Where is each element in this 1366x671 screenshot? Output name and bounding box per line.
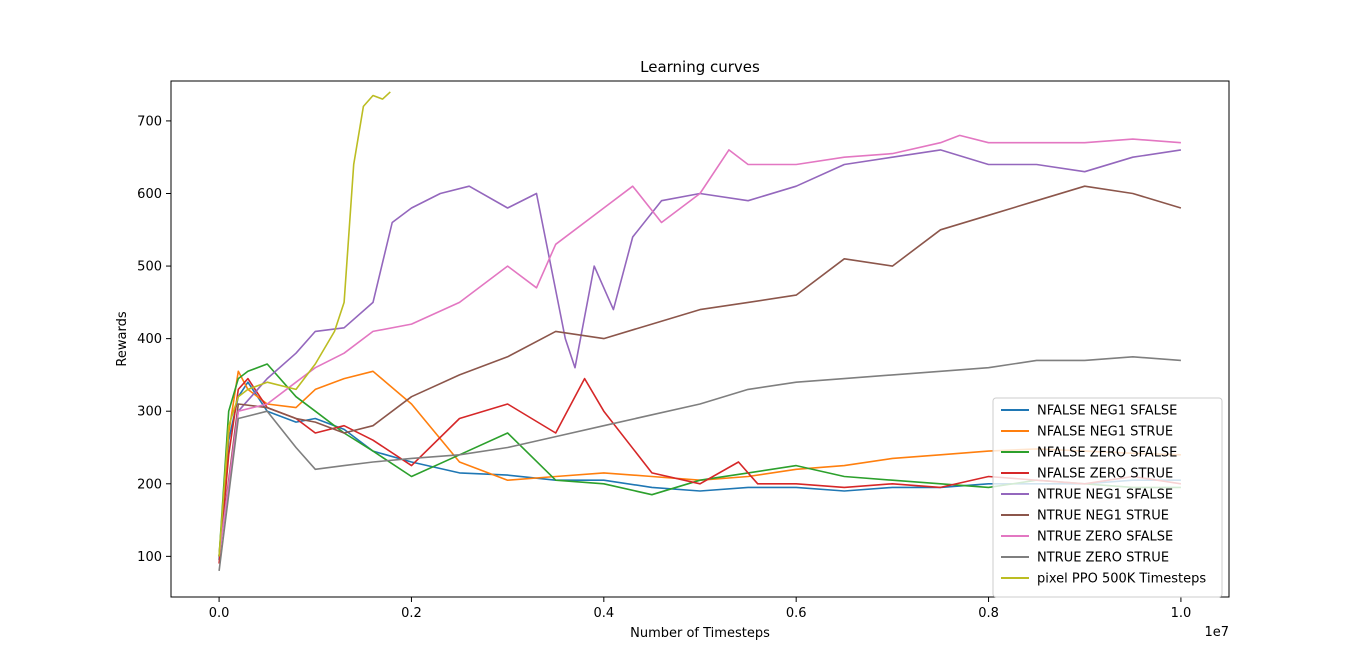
legend-entry: NFALSE ZERO STRUE <box>1037 467 1173 482</box>
x-tick-label: 0.0 <box>209 606 230 621</box>
legend-entry: NTRUE NEG1 STRUE <box>1037 509 1169 524</box>
plot-area <box>170 80 1230 598</box>
x-tick-label: 0.8 <box>978 606 999 621</box>
series-layer <box>218 91 1182 572</box>
x-tick-label: 0.2 <box>401 606 422 621</box>
legend-entry: NFALSE NEG1 SFALSE <box>1037 404 1177 419</box>
y-axis-ticks: 100 200 300 400 500 600 700 <box>137 114 171 565</box>
x-axis-ticks: 0.0 0.2 0.4 0.6 0.8 1.0 <box>209 597 1192 621</box>
legend: NFALSE NEG1 SFALSE NFALSE NEG1 STRUE NFALS… <box>992 397 1223 598</box>
legend-entry: NTRUE ZERO STRUE <box>1037 551 1169 566</box>
y-tick-label: 600 <box>137 187 162 202</box>
series-line-2 <box>218 370 1181 557</box>
legend-entry: NTRUE ZERO SFALSE <box>1037 530 1173 545</box>
y-tick-label: 400 <box>137 332 162 347</box>
y-tick-label: 300 <box>137 405 162 420</box>
x-axis-scale-label: 1e7 <box>1204 625 1229 640</box>
y-tick-label: 700 <box>137 114 162 129</box>
series-line-1 <box>218 381 1181 561</box>
y-axis-label: Rewards <box>115 311 130 366</box>
x-tick-label: 0.6 <box>786 606 807 621</box>
y-tick-label: 100 <box>137 550 162 565</box>
series-line-3 <box>218 363 1181 557</box>
y-tick-label: 200 <box>137 477 162 492</box>
legend-box <box>992 397 1223 598</box>
legend-entry: NFALSE NEG1 STRUE <box>1037 425 1173 440</box>
chart-title: Learning curves <box>640 58 760 76</box>
y-tick-label: 500 <box>137 260 162 275</box>
x-axis-label: Number of Timesteps <box>630 626 770 641</box>
legend-entry: NFALSE ZERO SFALSE <box>1037 446 1177 461</box>
x-tick-label: 1.0 <box>1171 606 1192 621</box>
series-line-5 <box>218 149 1182 557</box>
legend-entry: NTRUE NEG1 SFALSE <box>1037 488 1173 503</box>
series-line-8 <box>218 355 1181 572</box>
series-line-6 <box>218 185 1182 557</box>
series-line-9 <box>218 91 391 557</box>
legend-entry: pixel PPO 500K Timesteps <box>1037 572 1206 587</box>
series-line-7 <box>218 134 1181 557</box>
x-tick-label: 0.4 <box>593 606 614 621</box>
